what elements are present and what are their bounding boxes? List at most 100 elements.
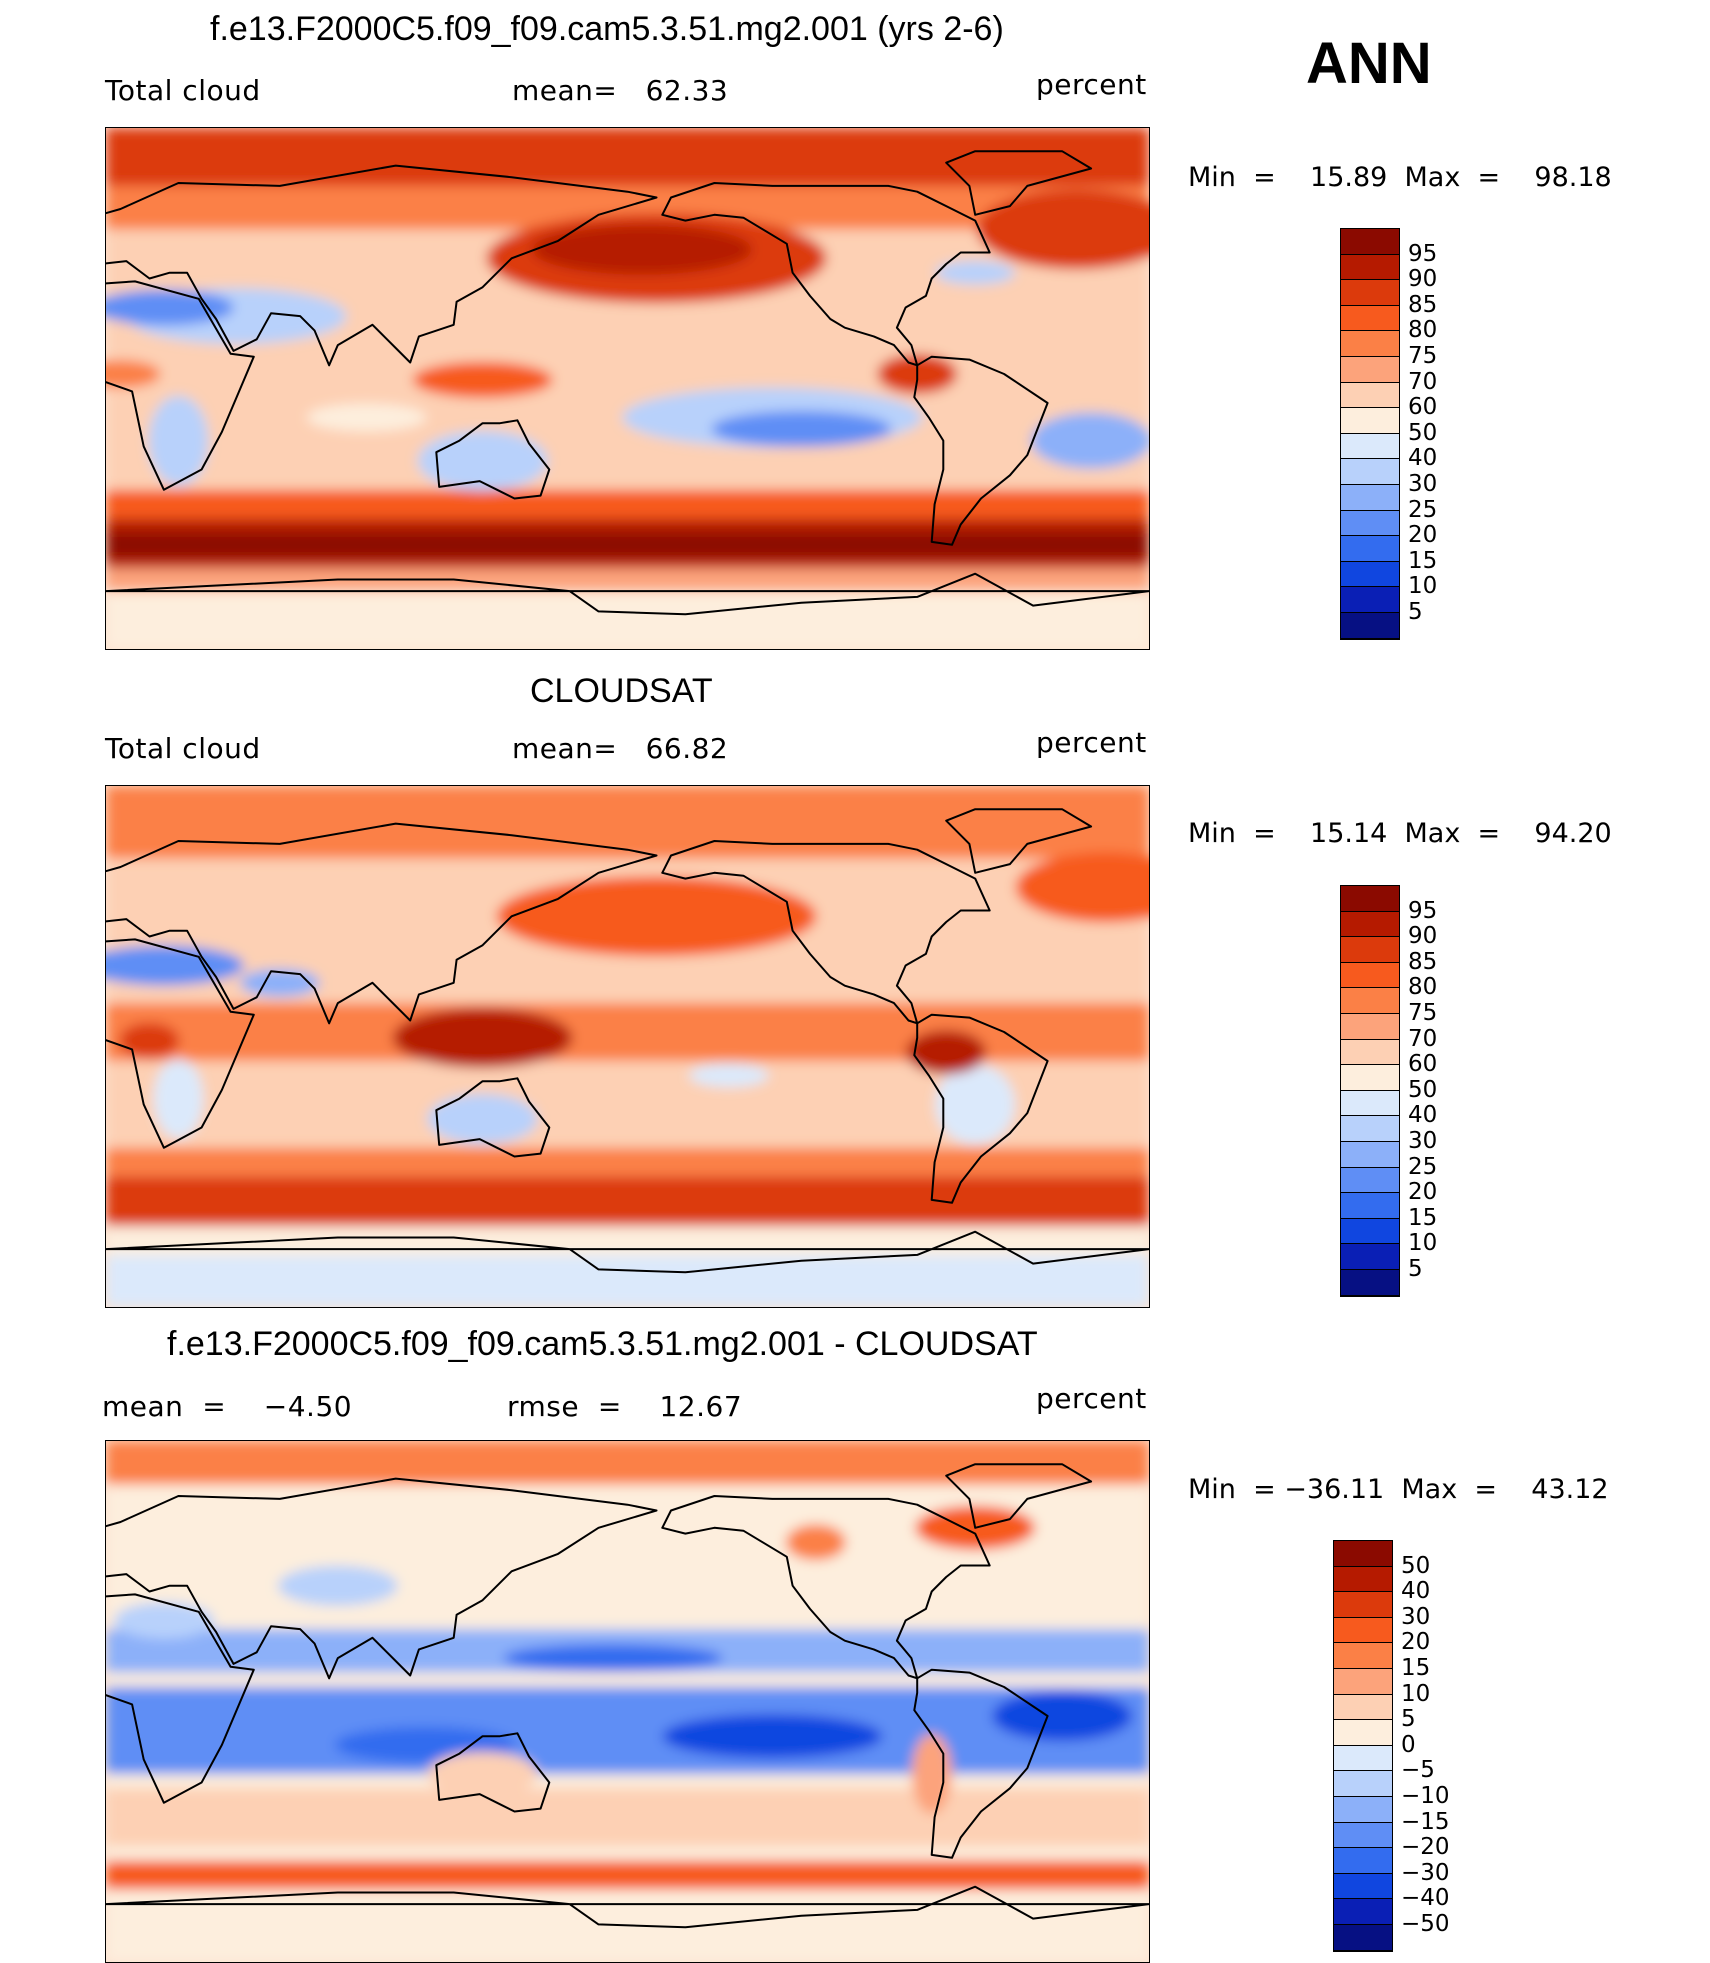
panel-2-variable-label: Total cloud: [105, 732, 261, 765]
colorbar-tick-label: −15: [1401, 1808, 1450, 1835]
panel-1-minmax: Min = 15.89 Max = 98.18: [1188, 162, 1612, 193]
field-band: [106, 1003, 1149, 1061]
contour-fill-layer: [106, 786, 1149, 1307]
field-band: [106, 533, 1149, 557]
colorbar-tick-label: 15: [1408, 1204, 1438, 1231]
field-contour-region: [531, 224, 752, 275]
field-contour-region: [1031, 412, 1149, 469]
colorbar-cell: [1341, 1116, 1399, 1142]
field-band: [106, 591, 1149, 649]
field-band: [106, 1788, 1149, 1847]
field-contour-region: [277, 1565, 398, 1606]
colorbar-tick-label: 10: [1401, 1680, 1431, 1707]
colorbar-tick-label: 15: [1408, 547, 1438, 574]
colorbar-cell: [1334, 1745, 1392, 1772]
field-contour-region: [392, 1007, 573, 1068]
colorbar-tick-label: −10: [1401, 1783, 1450, 1809]
colorbar-cell: [1341, 229, 1399, 255]
coastline: [106, 280, 255, 491]
field-contour-region: [153, 1058, 204, 1139]
panel-1-variable-label: Total cloud: [105, 74, 261, 107]
field-contour-region: [911, 1733, 952, 1814]
coastline: [435, 1732, 551, 1813]
map-field: [106, 1441, 1149, 1962]
colorbar-swatches: [1333, 1540, 1393, 1952]
colorbar-tick-label: 25: [1408, 496, 1438, 523]
colorbar-cell: [1341, 1244, 1399, 1270]
panel-2-units-label: percent: [1036, 726, 1147, 759]
colorbar-cell: [1334, 1617, 1392, 1644]
colorbar-tick-label: 20: [1401, 1629, 1431, 1656]
colorbar-cell: [1341, 962, 1399, 989]
colorbar-tick-label: 70: [1408, 368, 1438, 395]
coastline: [661, 840, 991, 1025]
field-contour-region: [711, 411, 892, 448]
colorbar-cell: [1334, 1925, 1392, 1951]
colorbar-cell: [1341, 1167, 1399, 1194]
panel-3-title: f.e13.F2000C5.f09_f09.cam5.3.51.mg2.001 …: [167, 1325, 1038, 1363]
field-contour-region: [306, 403, 427, 432]
colorbar-tick-label: 70: [1408, 1025, 1438, 1052]
colorbar-cell: [1334, 1771, 1392, 1797]
coastline: [106, 1593, 255, 1804]
panel-2-title: CLOUDSAT: [530, 672, 713, 710]
colorbar-cell: [1334, 1822, 1392, 1849]
colorbar-tick-label: −40: [1401, 1885, 1450, 1912]
colorbar-tick-label: 40: [1408, 445, 1438, 472]
colorbar-cell: [1334, 1669, 1392, 1695]
colorbar-cell: [1341, 937, 1399, 963]
panel-2-map: [105, 785, 1150, 1308]
colorbar-cell: [1341, 382, 1399, 409]
colorbar-cell: [1334, 1899, 1392, 1925]
field-band: [106, 567, 1149, 592]
colorbar-tick-label: 5: [1408, 1256, 1423, 1282]
colorbar-tick-label: 60: [1408, 394, 1438, 421]
colorbar-cell: [1334, 1566, 1392, 1593]
colorbar-cell: [1341, 587, 1399, 613]
coastline: [106, 572, 1149, 616]
colorbar-cell: [1341, 1065, 1399, 1091]
field-contour-region: [662, 1714, 883, 1759]
coastline: [661, 1495, 991, 1680]
coastline: [661, 182, 991, 367]
colorbar-tick-label: 95: [1408, 897, 1438, 924]
colorbar-tick-label: 75: [1408, 343, 1438, 369]
field-band: [106, 1441, 1149, 1485]
field-band: [106, 1687, 1149, 1774]
colorbar-tick-label: 30: [1408, 471, 1438, 497]
colorbar-cell: [1341, 1014, 1399, 1040]
coastline: [945, 150, 1093, 216]
colorbar-tick-label: 90: [1408, 923, 1438, 950]
colorbar-cell: [1341, 1193, 1399, 1219]
colorbar-cell: [1341, 1142, 1399, 1168]
field-band: [106, 1860, 1149, 1890]
colorbar-tick-label: 5: [1401, 1706, 1416, 1733]
field-band: [106, 1176, 1149, 1226]
coastline: [913, 355, 1049, 546]
colorbar-tick-label: 75: [1408, 1000, 1438, 1026]
colorbar-cell: [1341, 911, 1399, 938]
field-contour-region: [427, 1093, 538, 1144]
colorbar-tick-label: 80: [1408, 974, 1438, 1001]
coastline: [106, 1230, 1149, 1274]
field-contour-region: [503, 1644, 724, 1673]
coastline: [435, 1077, 551, 1158]
colorbar-cell: [1334, 1797, 1392, 1823]
panel-3-units-label: percent: [1036, 1382, 1147, 1415]
colorbar-tick-label: 20: [1408, 522, 1438, 549]
colorbar-tick-label: 5: [1408, 599, 1423, 625]
panel-3-rmse-label: rmse = 12.67: [507, 1390, 743, 1423]
colorbar-cell: [1341, 886, 1399, 912]
colorbar-cell: [1341, 1218, 1399, 1245]
colorbar-cell: [1341, 408, 1399, 434]
panel-1-map: [105, 127, 1150, 650]
coastline: [106, 938, 255, 1149]
field-band: [106, 1254, 1149, 1307]
colorbar-cell: [1334, 1848, 1392, 1874]
colorbar-tick-label: −20: [1401, 1834, 1450, 1861]
panel-3-mean-label: mean = −4.50: [102, 1390, 353, 1423]
field-band: [106, 489, 1149, 519]
colorbar-cell: [1341, 1039, 1399, 1066]
colorbar-tick-label: 85: [1408, 948, 1438, 975]
colorbar-tick-label: 90: [1408, 266, 1438, 293]
